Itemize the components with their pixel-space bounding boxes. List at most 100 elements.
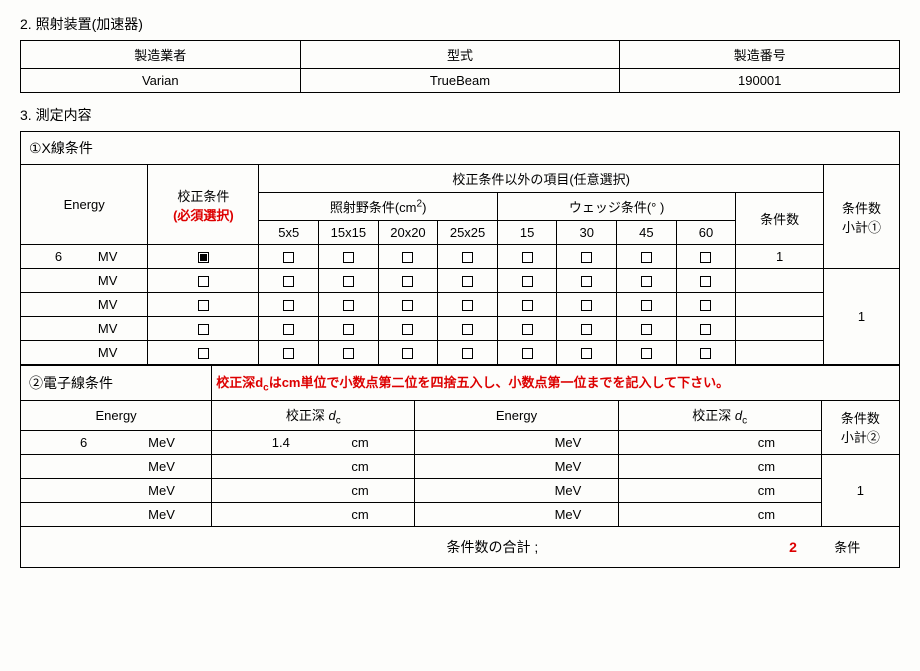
elec-note-b: はcm単位で小数点第二位を四捨五入し、小数点第一位までを記入して下さい。 [269,375,729,390]
xr2-w3[interactable] [617,293,677,317]
th-ncond: 条件数 [736,193,824,245]
er3-du1: cm [349,503,415,527]
xr3-f4[interactable] [438,317,498,341]
depth-sub-1: c [336,415,341,426]
xr3-w1[interactable] [497,317,557,341]
xr2-calib[interactable] [148,293,259,317]
xr1-calib[interactable] [148,269,259,293]
calib-note: (必須選択) [173,208,234,223]
er0-u1: MeV [146,431,212,455]
xr0-calib[interactable] [148,245,259,269]
er1-d1 [212,455,350,479]
depth-sub-2: c [742,415,747,426]
w15: 15 [497,221,557,245]
xr4-f2[interactable] [319,341,379,365]
xr2-w4[interactable] [676,293,736,317]
th-energy: Energy [21,165,148,245]
xr4-w3[interactable] [617,341,677,365]
xr3-w4[interactable] [676,317,736,341]
xr1-f3[interactable] [378,269,438,293]
er1-u2: MeV [553,455,619,479]
total-label: 条件数の合計 ; [60,537,539,557]
xr0-w4[interactable] [676,245,736,269]
xr2-count [736,293,824,317]
xr0-f1[interactable] [259,245,319,269]
xr3-f2[interactable] [319,317,379,341]
xr2-f1[interactable] [259,293,319,317]
xray-title: ①X線条件 [21,132,900,165]
td-model: TrueBeam [300,69,620,93]
th-noncalib: 校正条件以外の項目(任意選択) [259,165,824,193]
depth-label-1: 校正深 [286,408,329,423]
er2-du1: cm [349,479,415,503]
xr0-w3[interactable] [617,245,677,269]
er2-du2: cm [756,479,822,503]
xr3-energy [21,317,96,341]
elec-note: 校正深dcはcm単位で小数点第二位を四捨五入し、小数点第一位までを記入して下さい… [212,366,900,401]
er0-u2: MeV [553,431,619,455]
xr2-f3[interactable] [378,293,438,317]
er0-d2 [618,431,756,455]
er3-u2: MeV [553,503,619,527]
xr1-energy [21,269,96,293]
xr1-f2[interactable] [319,269,379,293]
xr2-f4[interactable] [438,293,498,317]
xr4-f1[interactable] [259,341,319,365]
xr1-f1[interactable] [259,269,319,293]
th-subtotal-1: 条件数 小計① [823,165,899,269]
xr3-calib[interactable] [148,317,259,341]
xr4-f3[interactable] [378,341,438,365]
xr0-energy: 6 [21,245,96,269]
er2-u1: MeV [146,479,212,503]
xr2-f2[interactable] [319,293,379,317]
xr4-w2[interactable] [557,341,617,365]
xr2-w1[interactable] [497,293,557,317]
eh-depth2: 校正深 dc [618,400,821,431]
er1-du1: cm [349,455,415,479]
xr0-f3[interactable] [378,245,438,269]
total-unit: 条件 [834,540,860,555]
er2-u2: MeV [553,479,619,503]
th-sn: 製造番号 [620,41,900,69]
xr1-w1[interactable] [497,269,557,293]
elec-subtotal-val: 1 [821,455,899,527]
xr0-unit: MV [96,245,148,269]
eh-energy2: Energy [415,400,618,431]
xr1-w3[interactable] [617,269,677,293]
xr0-w2[interactable] [557,245,617,269]
xr4-f4[interactable] [438,341,498,365]
xr1-f4[interactable] [438,269,498,293]
f25: 25x25 [438,221,498,245]
xr1-w4[interactable] [676,269,736,293]
xr4-w1[interactable] [497,341,557,365]
w45: 45 [617,221,677,245]
eh-subtotal: 条件数 小計② [821,400,899,455]
xr3-f3[interactable] [378,317,438,341]
xr3-f1[interactable] [259,317,319,341]
er3-d2 [618,503,756,527]
xr2-unit: MV [96,293,148,317]
er2-d2 [618,479,756,503]
xr1-count [736,269,824,293]
xr2-w2[interactable] [557,293,617,317]
er1-du2: cm [756,455,822,479]
xr3-w2[interactable] [557,317,617,341]
er1-d2 [618,455,756,479]
xr0-f2[interactable] [319,245,379,269]
er0-du2: cm [756,431,822,455]
xr4-calib[interactable] [148,341,259,365]
xr0-w1[interactable] [497,245,557,269]
elec-note-a: 校正深d [216,375,263,390]
accelerator-table: 製造業者 型式 製造番号 Varian TrueBeam 190001 [20,40,900,93]
xr3-w3[interactable] [617,317,677,341]
xr4-w4[interactable] [676,341,736,365]
xr0-f4[interactable] [438,245,498,269]
th-calib: 校正条件 (必須選択) [148,165,259,245]
xr1-w2[interactable] [557,269,617,293]
xr2-energy [21,293,96,317]
field-close: ) [422,200,426,215]
xr3-unit: MV [96,317,148,341]
er3-e2 [415,503,553,527]
er0-e2 [415,431,553,455]
xr3-count [736,317,824,341]
